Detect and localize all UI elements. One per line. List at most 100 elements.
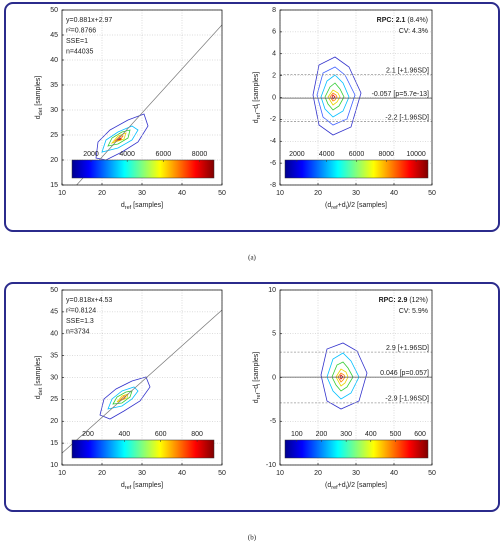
rpc-detail: (12%) bbox=[407, 297, 428, 304]
cv: CV: 5.9% bbox=[399, 308, 428, 315]
plot-frame bbox=[61, 289, 223, 466]
x-axis-label-part: d bbox=[121, 482, 125, 489]
y-tick-label: 50 bbox=[50, 7, 58, 14]
x-axis-label-part: )/2 [samples] bbox=[347, 482, 387, 489]
x-tick-label: 40 bbox=[178, 190, 186, 197]
rpc-detail: (8.4%) bbox=[405, 17, 428, 24]
y-axis-label-part: −d bbox=[253, 385, 260, 393]
line-label: 2.1 [+1.96SD] bbox=[386, 67, 429, 74]
colorbar-tick-label: 800 bbox=[191, 431, 203, 438]
y-axis-label-part: i bbox=[256, 384, 262, 385]
y-tick-label: -5 bbox=[270, 418, 276, 425]
y-axis-label-part: det bbox=[38, 107, 44, 115]
x-tick-label: 30 bbox=[138, 470, 146, 477]
colorbar-tick-label: 600 bbox=[155, 431, 167, 438]
y-tick-label: 8 bbox=[272, 7, 276, 14]
colorbar-tick-label: 8000 bbox=[192, 151, 208, 158]
annotation: SSE=1.3 bbox=[66, 318, 94, 325]
colorbar-tick-label: 4000 bbox=[319, 151, 335, 158]
y-tick-label: 20 bbox=[50, 157, 58, 164]
colorbar-tick-label: 400 bbox=[365, 431, 377, 438]
y-tick-label: 45 bbox=[50, 309, 58, 316]
x-tick-label: 20 bbox=[314, 190, 322, 197]
x-tick-label: 10 bbox=[276, 470, 284, 477]
y-tick-label: 30 bbox=[50, 107, 58, 114]
panel-label: (a) bbox=[248, 254, 256, 262]
y-tick-label: 20 bbox=[50, 418, 58, 425]
x-tick-label: 40 bbox=[178, 470, 186, 477]
x-tick-label: 30 bbox=[352, 470, 360, 477]
y-tick-label: -6 bbox=[270, 160, 276, 167]
plot-frame bbox=[61, 9, 223, 186]
x-axis-label-part: [samples] bbox=[131, 482, 163, 489]
x-axis-label-part: d bbox=[121, 202, 125, 209]
line-label: -0.057 [p=5.7e-13] bbox=[372, 91, 429, 98]
colorbar bbox=[71, 159, 215, 179]
y-axis-label-part: d bbox=[35, 395, 42, 399]
y-axis-label-part: [samples] bbox=[253, 72, 260, 104]
y-axis-label-part: ref bbox=[256, 112, 262, 119]
density-contours bbox=[312, 56, 362, 136]
rpc: RPC: 2.1 (8.4%) bbox=[377, 17, 428, 24]
x-axis-label-part: i bbox=[346, 205, 347, 211]
y-tick-label: 15 bbox=[50, 182, 58, 189]
annotation: r²=0.8766 bbox=[66, 27, 96, 34]
y-tick-label: 30 bbox=[50, 374, 58, 381]
x-axis-label-part: [samples] bbox=[131, 202, 163, 209]
colorbar-tick-label: 200 bbox=[82, 431, 94, 438]
density-contours bbox=[95, 113, 149, 161]
y-axis-label-part: −d bbox=[253, 105, 260, 113]
plot-frame bbox=[279, 9, 433, 186]
x-axis-label-part: )/2 [samples] bbox=[347, 202, 387, 209]
x-tick-label: 50 bbox=[218, 190, 226, 197]
y-tick-label: -10 bbox=[266, 462, 276, 469]
annotation: y=0.881x+2.97 bbox=[66, 17, 112, 24]
x-axis-label: (dref+di)/2 [samples] bbox=[325, 482, 387, 492]
x-axis-label-part: +d bbox=[338, 202, 346, 209]
colorbar-tick-label: 200 bbox=[316, 431, 328, 438]
y-tick-label: 45 bbox=[50, 32, 58, 39]
colorbar-tick-label: 2000 bbox=[83, 151, 99, 158]
annotation: SSE=1 bbox=[66, 38, 88, 45]
fit-line bbox=[62, 309, 222, 454]
y-tick-label: 0 bbox=[272, 94, 276, 101]
plot-frame bbox=[279, 289, 433, 466]
y-tick-label: 25 bbox=[50, 396, 58, 403]
colorbar-tick-label: 2000 bbox=[289, 151, 305, 158]
x-axis-label-part: ref bbox=[125, 485, 132, 491]
annotation: r²=0.8124 bbox=[66, 307, 96, 314]
y-axis-label-part: det bbox=[38, 387, 44, 395]
x-tick-label: 50 bbox=[218, 470, 226, 477]
colorbar-tick-label: 600 bbox=[414, 431, 426, 438]
y-tick-label: 5 bbox=[272, 331, 276, 338]
annotation: n=3734 bbox=[66, 328, 90, 335]
y-tick-label: 4 bbox=[272, 51, 276, 58]
annotation: n=44035 bbox=[66, 48, 94, 55]
colorbar-tick-label: 300 bbox=[340, 431, 352, 438]
rpc-value: RPC: 2.9 bbox=[379, 297, 408, 304]
y-axis-label-part: ref bbox=[256, 392, 262, 399]
y-tick-label: 10 bbox=[50, 462, 58, 469]
y-axis-label: ddet [samples] bbox=[35, 356, 45, 400]
y-tick-label: 40 bbox=[50, 57, 58, 64]
panel-label: (b) bbox=[248, 534, 257, 542]
x-axis-label-part: ref bbox=[331, 485, 338, 491]
x-tick-label: 50 bbox=[428, 470, 436, 477]
y-axis-label-part: d bbox=[253, 119, 260, 123]
y-tick-label: 10 bbox=[268, 287, 276, 294]
x-axis-label-part: (d bbox=[325, 482, 331, 489]
line-label: 2.9 [+1.96SD] bbox=[386, 345, 429, 352]
y-tick-label: -8 bbox=[270, 182, 276, 189]
line-label: 0.046 [p=0.057] bbox=[380, 370, 429, 377]
colorbar-tick-label: 6000 bbox=[156, 151, 172, 158]
y-tick-label: 6 bbox=[272, 29, 276, 36]
colorbar-tick-label: 6000 bbox=[349, 151, 365, 158]
y-axis-label: dref−di [samples] bbox=[253, 352, 263, 404]
x-tick-label: 10 bbox=[58, 470, 66, 477]
y-tick-label: 2 bbox=[272, 72, 276, 79]
y-axis-label-part: [samples] bbox=[35, 76, 42, 108]
y-tick-label: -2 bbox=[270, 116, 276, 123]
density-contours bbox=[320, 342, 368, 410]
x-axis-label-part: ref bbox=[125, 205, 132, 211]
